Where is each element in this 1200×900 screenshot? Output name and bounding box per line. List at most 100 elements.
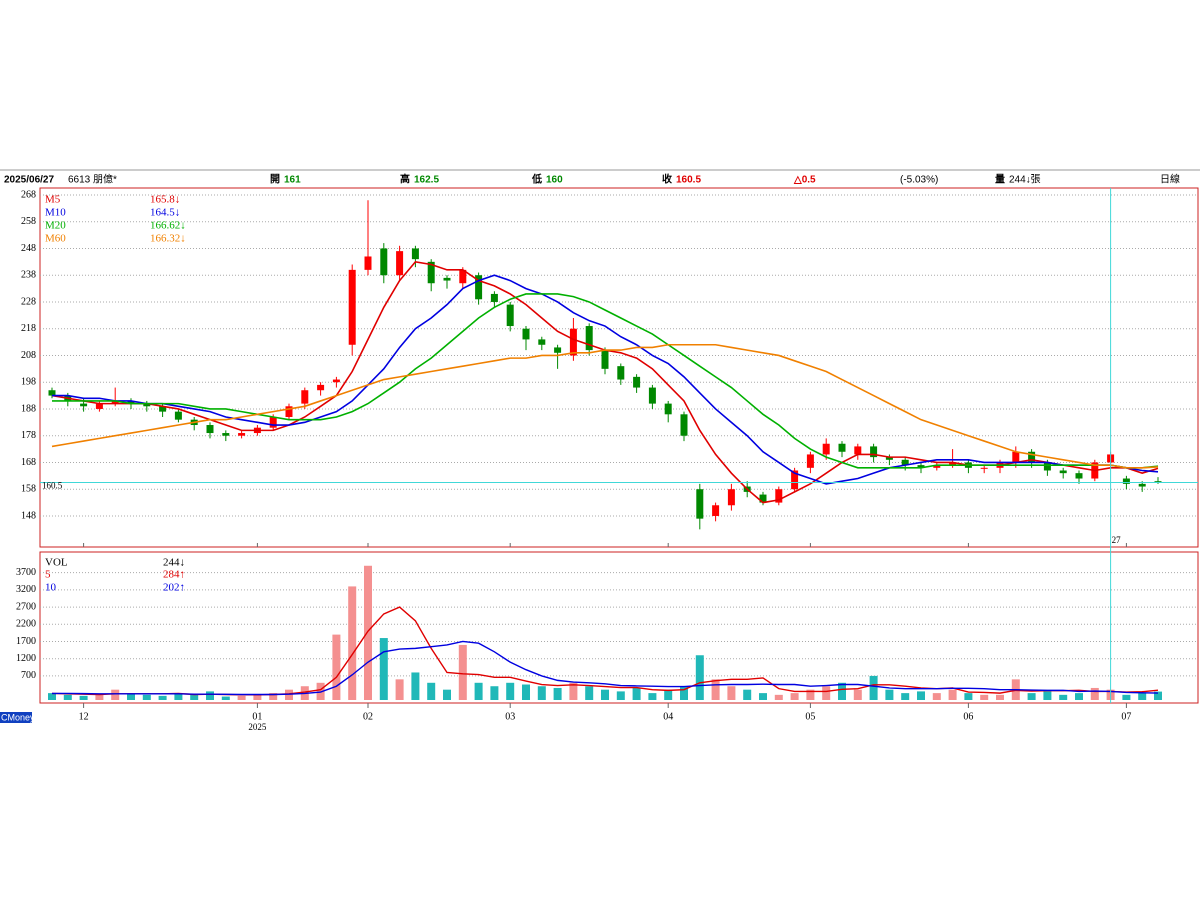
date: 2025/06/27 <box>4 175 54 186</box>
volume-bar <box>743 689 752 700</box>
legend-value: 165.8↓ <box>150 194 180 206</box>
x-tick-label: 06 <box>963 711 973 722</box>
high-label: 高 <box>400 173 410 186</box>
volume-bar <box>364 565 372 700</box>
open-value: 161 <box>284 175 301 186</box>
legend-value: 202↑ <box>163 582 185 594</box>
volume-bar <box>490 686 499 700</box>
ma-line <box>52 274 1159 485</box>
candle-body <box>285 406 293 417</box>
volume-bar <box>569 682 578 700</box>
legend-name: M60 <box>45 233 66 245</box>
close-label: 收 <box>662 173 672 186</box>
volume-tick-label: 700 <box>21 670 36 681</box>
volume-bar <box>111 689 120 700</box>
candle-body <box>475 275 483 300</box>
candle-body <box>648 387 656 404</box>
candle-body <box>585 326 593 351</box>
volume-tick-label: 1700 <box>16 636 36 647</box>
candle-body <box>917 465 925 468</box>
volume-bar <box>1138 693 1147 700</box>
volume-title: VOL <box>45 557 68 569</box>
low-value: 160 <box>546 175 563 186</box>
volume-bar <box>142 694 151 700</box>
volume-bar <box>759 693 767 700</box>
volume-bar <box>648 693 657 700</box>
candle-body <box>806 454 814 468</box>
y-tick-label: 178 <box>21 430 36 441</box>
candle-body <box>1012 451 1020 463</box>
volume-bar <box>221 696 230 700</box>
volume-label: 量 <box>995 173 1005 186</box>
candle-body <box>443 277 451 281</box>
volume-bar <box>948 689 957 700</box>
volume-bar <box>980 694 989 700</box>
y-tick-label: 248 <box>21 243 36 254</box>
volume-bar <box>63 694 72 700</box>
y-tick-label: 238 <box>21 270 36 281</box>
volume-bar <box>537 686 546 700</box>
legend-name: 5 <box>45 569 51 581</box>
volume-bar <box>379 638 388 700</box>
y-tick-label: 148 <box>21 510 36 521</box>
candle-body <box>870 446 878 458</box>
candle-body <box>980 467 988 469</box>
open-label: 開 <box>270 174 280 186</box>
x-tick-label: 03 <box>505 711 515 722</box>
volume-bar <box>253 694 262 700</box>
y-tick-label: 198 <box>21 377 36 388</box>
candle-body <box>490 293 498 302</box>
volume-bar <box>427 682 436 700</box>
candle-body <box>95 403 103 409</box>
candle-body <box>427 261 435 284</box>
legend-name: 10 <box>45 582 57 594</box>
candle-body <box>901 459 909 466</box>
candle-body <box>143 403 151 407</box>
volume-last: 244↓ <box>163 557 185 569</box>
volume-tick-label: 2200 <box>16 619 36 630</box>
close-value: 160.5 <box>676 175 701 186</box>
x-tick-label: 07 <box>1121 711 1131 722</box>
volume-bar <box>95 694 104 700</box>
y-tick-label: 188 <box>21 403 36 414</box>
candle-body <box>111 400 119 404</box>
candle-body <box>301 390 309 404</box>
candle-body <box>127 400 135 404</box>
period: 日線 <box>1160 173 1180 186</box>
candle-body <box>1122 478 1130 484</box>
candle-body <box>506 304 514 327</box>
low-label: 低 <box>531 173 542 186</box>
candle-body <box>664 403 672 415</box>
volume-bar <box>1090 687 1099 700</box>
volume-bar <box>869 675 878 700</box>
volume-bar <box>932 693 941 700</box>
candle-body <box>1028 451 1036 463</box>
candle-body <box>949 462 957 466</box>
y-tick-label: 208 <box>21 350 36 361</box>
volume-bar <box>838 682 846 700</box>
volume-bar <box>964 693 973 700</box>
volume-bar <box>1122 694 1131 700</box>
candle-body <box>680 414 688 436</box>
volume-bar <box>853 689 862 700</box>
volume-bar <box>806 689 815 700</box>
cursor-price: 160.5 <box>42 481 63 491</box>
candle-body <box>854 446 862 455</box>
volume-bar <box>79 695 88 700</box>
candle-body <box>554 347 562 353</box>
y-tick-label: 168 <box>21 457 36 468</box>
volume-bar <box>1075 693 1083 700</box>
x-tick-label: 04 <box>663 711 673 722</box>
candle-body <box>775 489 783 503</box>
candle-body <box>48 390 56 396</box>
candle-body <box>1059 470 1067 474</box>
candle-body <box>633 376 641 388</box>
volume-bar <box>632 687 641 700</box>
candle-body <box>885 457 893 460</box>
candle-body <box>838 443 846 452</box>
volume-bar <box>48 693 56 700</box>
candle-body <box>269 416 277 428</box>
y-tick-label: 218 <box>21 323 36 334</box>
